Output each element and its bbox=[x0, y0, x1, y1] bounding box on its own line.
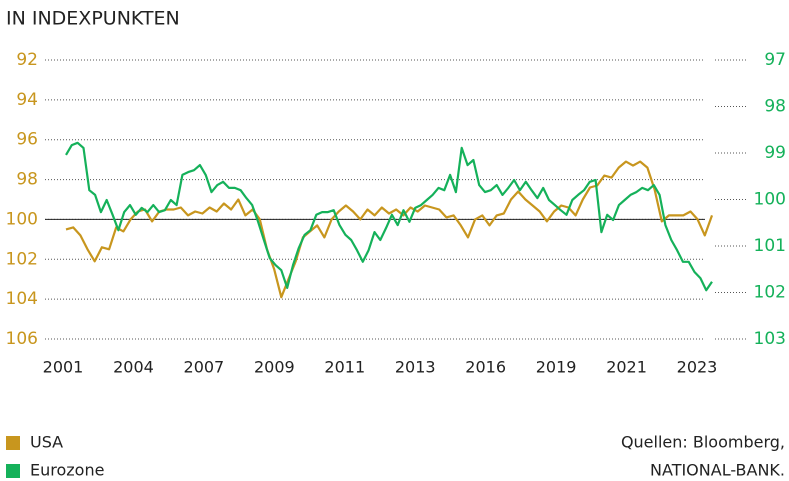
y-tick-label: 100 bbox=[6, 209, 38, 229]
source-note: NATIONAL-BANK. bbox=[650, 461, 785, 480]
legend-swatch bbox=[6, 464, 20, 478]
y-tick-label: 104 bbox=[6, 289, 38, 309]
x-tick-label: 2001 bbox=[43, 358, 84, 377]
line-series bbox=[65, 141, 713, 292]
y-tick-label: 92 bbox=[16, 50, 38, 70]
x-tick-label: 2016 bbox=[465, 358, 506, 377]
source-note: Quellen: Bloomberg, bbox=[621, 433, 785, 452]
y2-tick-label: 103 bbox=[754, 329, 786, 349]
y2-tick-label: 102 bbox=[754, 283, 786, 303]
legend-label: USA bbox=[30, 433, 63, 452]
x-tick-label: 2004 bbox=[113, 358, 154, 377]
y2-tick-label: 100 bbox=[754, 190, 786, 210]
y2-tick-label: 98 bbox=[764, 97, 786, 117]
x-tick-label: 2013 bbox=[395, 358, 436, 377]
x-tick-label: 2021 bbox=[606, 358, 647, 377]
y-tick-label: 102 bbox=[6, 249, 38, 269]
x-tick-label: 2011 bbox=[324, 358, 365, 377]
x-tick-label: 2007 bbox=[184, 358, 225, 377]
x-tick-label: 2023 bbox=[677, 358, 718, 377]
chart-title: IN INDEXPUNKTEN bbox=[6, 8, 180, 30]
y-tick-label: 96 bbox=[16, 130, 38, 150]
y-tick-label: 94 bbox=[16, 90, 38, 110]
y2-tick-label: 99 bbox=[764, 143, 786, 163]
line-series bbox=[65, 160, 714, 299]
y-tick-label: 106 bbox=[6, 329, 38, 349]
y2-tick-label: 97 bbox=[764, 50, 786, 70]
legend-swatch bbox=[6, 436, 20, 450]
y2-tick-label: 101 bbox=[754, 236, 786, 256]
legend-label: Eurozone bbox=[30, 461, 104, 480]
y-tick-label: 98 bbox=[16, 170, 38, 190]
x-tick-label: 2019 bbox=[536, 358, 577, 377]
x-tick-label: 2009 bbox=[254, 358, 295, 377]
